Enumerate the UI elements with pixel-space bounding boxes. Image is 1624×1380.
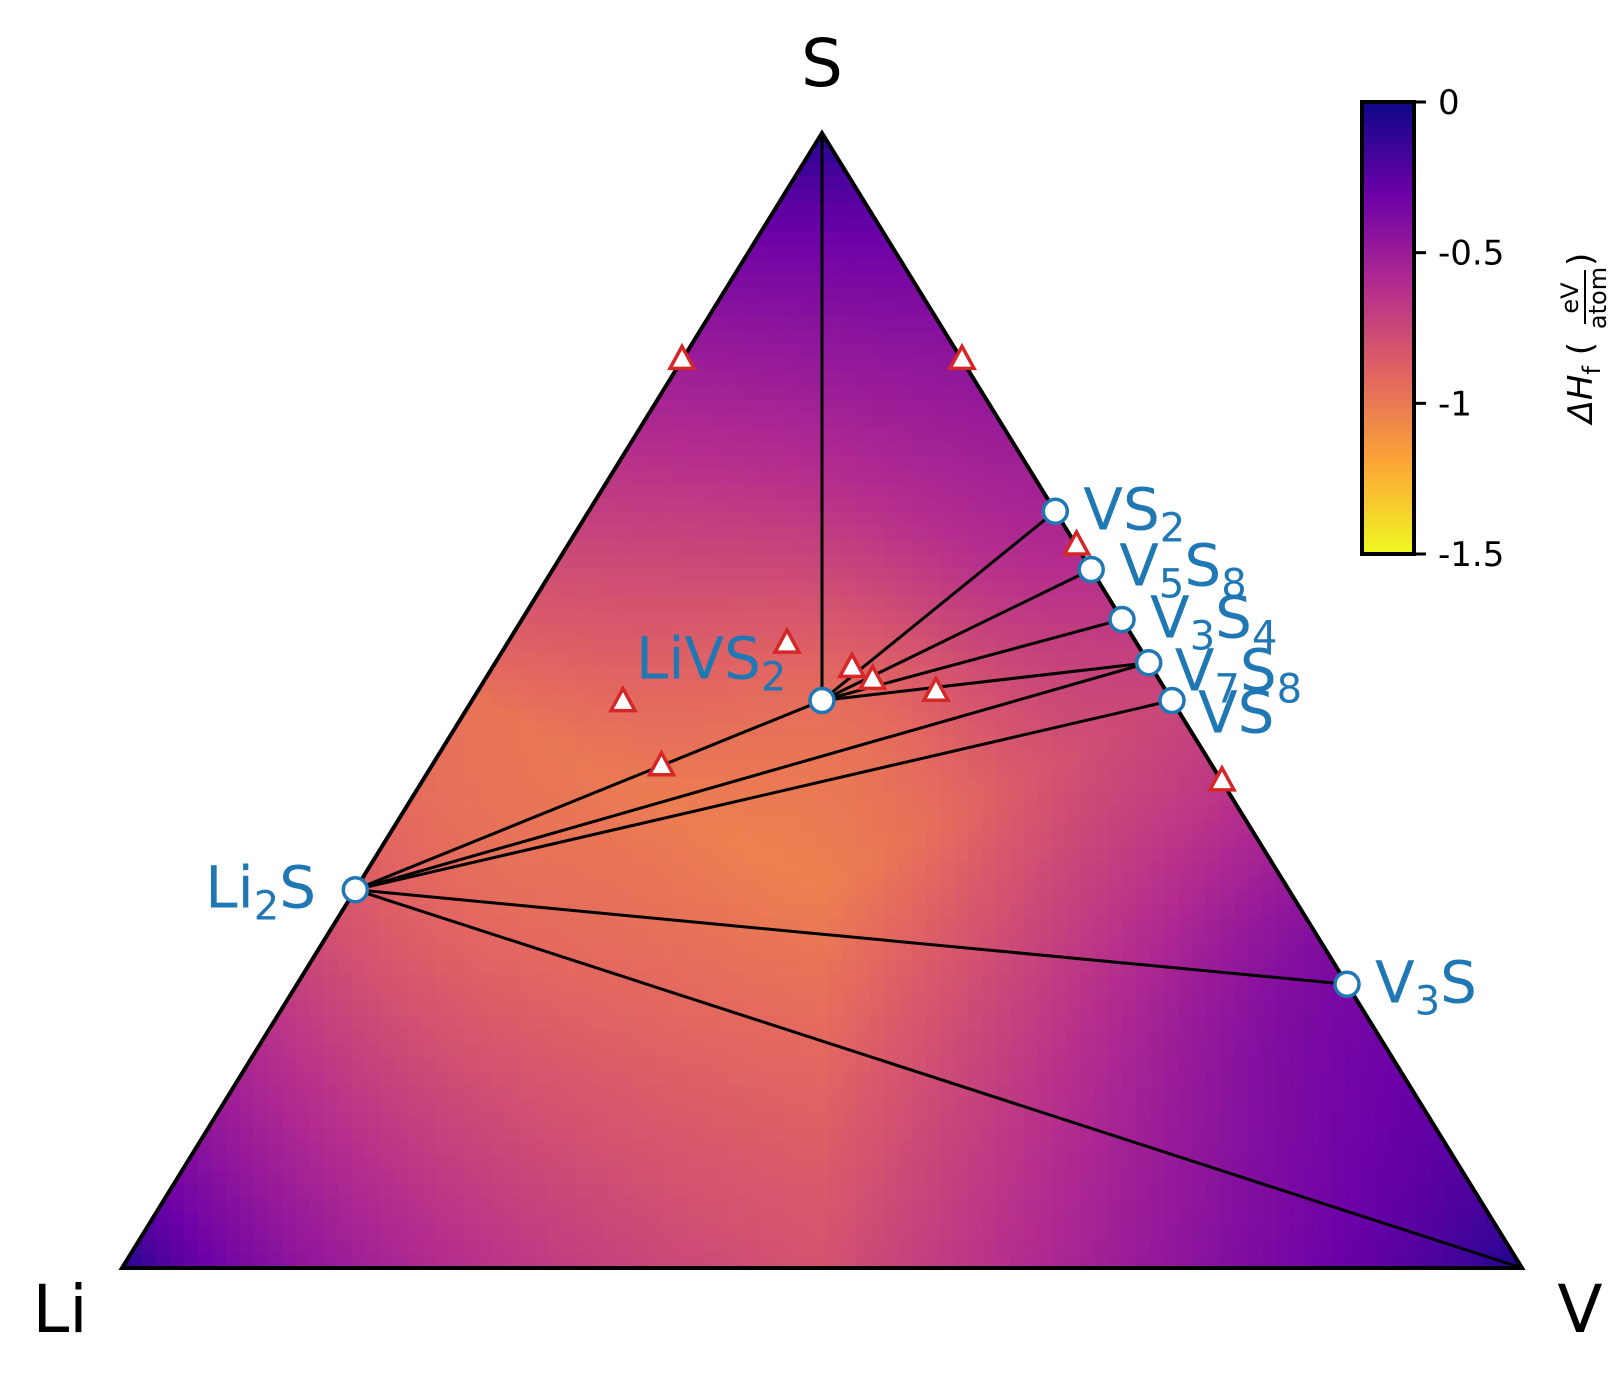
colorbar-unit-num: eV xyxy=(1556,282,1584,314)
corner-label-left: Li xyxy=(32,1271,87,1348)
colorbar-label-main: ΔH xyxy=(1561,375,1601,427)
colorbar-tick-label: -1.5 xyxy=(1438,535,1504,575)
phase-label-V3S: V3S xyxy=(1375,948,1477,1024)
colorbar-ticks: 0 -0.5 -1 -1.5 xyxy=(1414,83,1504,575)
corner-label-right: V xyxy=(1557,1271,1602,1348)
stable-phase-marker-V7S8 xyxy=(1137,651,1161,675)
corner-label-top: S xyxy=(801,25,843,102)
phase-label-Li2S: Li2S xyxy=(205,854,316,930)
colorbar-tick-label: 0 xyxy=(1438,83,1460,123)
stable-phase-marker-V3S xyxy=(1335,972,1359,996)
colorbar-tick-label: -0.5 xyxy=(1438,234,1504,274)
colorbar-unit-den: atom xyxy=(1584,267,1612,329)
stable-phase-marker-LiVS2 xyxy=(810,689,834,713)
colorbar-gradient xyxy=(1362,102,1414,554)
colorbar: 0 -0.5 -1 -1.5 ΔHf ( eV atom ) xyxy=(1362,83,1612,575)
stable-phase-marker-V3S4 xyxy=(1110,607,1134,631)
stable-phase-marker-VS2 xyxy=(1043,499,1067,523)
colorbar-tick-label: -1 xyxy=(1438,384,1472,424)
stable-phase-marker-Li2S xyxy=(343,878,367,902)
stable-phase-marker-V5S8 xyxy=(1079,558,1103,582)
phase-label-VS: VS xyxy=(1198,679,1275,747)
colorbar-label: ΔHf ( eV atom ) xyxy=(1556,253,1612,427)
